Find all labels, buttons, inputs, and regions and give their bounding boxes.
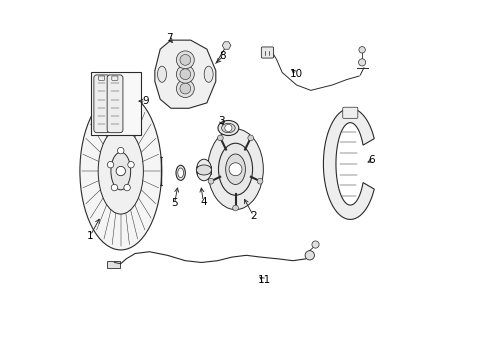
Circle shape — [176, 80, 194, 98]
Ellipse shape — [157, 66, 166, 82]
Circle shape — [305, 251, 314, 260]
Circle shape — [116, 166, 125, 176]
Circle shape — [247, 135, 253, 141]
Text: 3: 3 — [218, 116, 224, 126]
Ellipse shape — [225, 154, 245, 184]
Circle shape — [111, 184, 118, 191]
Circle shape — [224, 125, 231, 132]
Text: 5: 5 — [171, 198, 178, 208]
FancyBboxPatch shape — [112, 76, 118, 80]
Ellipse shape — [207, 129, 263, 210]
Ellipse shape — [196, 165, 211, 175]
Circle shape — [358, 59, 365, 66]
Circle shape — [176, 51, 194, 69]
Ellipse shape — [98, 128, 143, 214]
Circle shape — [176, 65, 194, 83]
Polygon shape — [222, 42, 230, 49]
Ellipse shape — [176, 165, 185, 180]
Ellipse shape — [111, 152, 130, 190]
Circle shape — [180, 69, 190, 80]
Text: 2: 2 — [250, 211, 256, 221]
Ellipse shape — [178, 168, 183, 178]
Circle shape — [358, 46, 365, 53]
Circle shape — [107, 162, 114, 168]
Circle shape — [232, 205, 238, 211]
Bar — [107, 261, 120, 268]
Circle shape — [228, 163, 242, 176]
Circle shape — [180, 54, 190, 65]
Ellipse shape — [218, 121, 238, 135]
Circle shape — [127, 162, 134, 168]
Text: 4: 4 — [200, 197, 206, 207]
Circle shape — [311, 241, 319, 248]
FancyBboxPatch shape — [342, 107, 357, 118]
Circle shape — [180, 83, 190, 94]
Ellipse shape — [218, 143, 252, 195]
FancyBboxPatch shape — [261, 47, 273, 58]
Circle shape — [117, 147, 124, 154]
Polygon shape — [155, 40, 215, 108]
Bar — [91, 72, 141, 135]
FancyBboxPatch shape — [94, 75, 109, 133]
Polygon shape — [323, 108, 373, 220]
Ellipse shape — [80, 92, 162, 250]
FancyBboxPatch shape — [107, 75, 122, 133]
Circle shape — [217, 135, 223, 141]
Text: 10: 10 — [289, 69, 303, 79]
Text: 7: 7 — [165, 33, 172, 43]
Ellipse shape — [221, 123, 235, 133]
Circle shape — [123, 184, 130, 191]
Text: 8: 8 — [219, 51, 226, 61]
Circle shape — [257, 178, 263, 184]
Ellipse shape — [196, 159, 211, 181]
Text: 9: 9 — [142, 96, 149, 106]
Text: 11: 11 — [257, 275, 270, 285]
Circle shape — [208, 178, 213, 184]
Text: 1: 1 — [87, 231, 93, 240]
Text: 6: 6 — [368, 155, 374, 165]
Ellipse shape — [203, 66, 213, 82]
FancyBboxPatch shape — [99, 76, 104, 80]
